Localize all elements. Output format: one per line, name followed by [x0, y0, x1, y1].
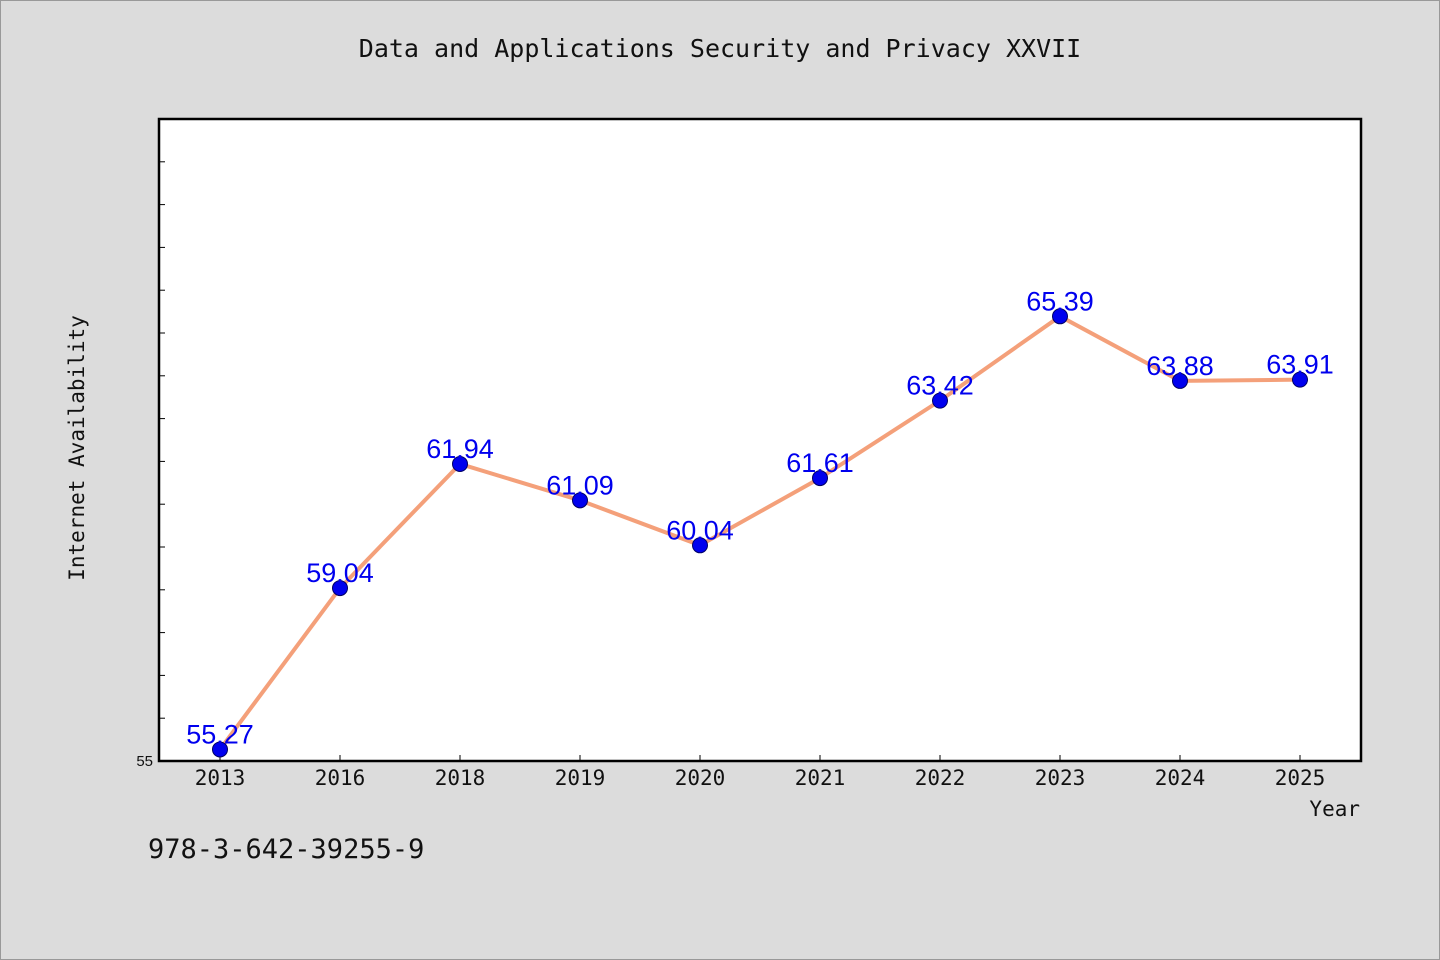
x-tick-label: 2016	[315, 766, 366, 790]
x-tick-label: 2022	[915, 766, 966, 790]
data-label: 61.61	[786, 448, 854, 478]
x-tick-label: 2018	[435, 766, 486, 790]
data-point	[572, 492, 588, 509]
data-point	[1292, 371, 1308, 388]
data-point	[212, 741, 228, 758]
data-label: 61.94	[426, 434, 494, 464]
y-axis-label: Internet Availability	[65, 315, 89, 581]
data-label: 65.39	[1026, 286, 1094, 316]
data-point	[1052, 308, 1068, 325]
y-tick-label: 55	[136, 753, 153, 770]
x-tick-label: 2019	[555, 766, 606, 790]
data-label: 63.42	[906, 371, 974, 401]
x-tick-label: 2025	[1275, 766, 1326, 790]
x-tick-label: 2020	[675, 766, 726, 790]
data-point	[932, 392, 948, 409]
data-label: 61.09	[546, 470, 614, 500]
x-tick-label: 2013	[195, 766, 246, 790]
x-tick-label: 2021	[795, 766, 846, 790]
data-label: 60.04	[666, 515, 734, 545]
data-point	[1172, 372, 1188, 389]
data-point	[812, 470, 828, 487]
data-label: 55.27	[186, 719, 254, 749]
data-label: 63.88	[1146, 351, 1214, 381]
data-label: 59.04	[306, 558, 374, 588]
x-axis-ticks: 2013 2016 2018 2019 2020 2021 2022 2023 2024 2025	[195, 755, 1326, 790]
x-axis-label: Year	[1309, 797, 1360, 821]
y-axis-ticks: 55	[136, 118, 165, 770]
data-point	[452, 455, 468, 472]
chart-title: Data and Applications Security and Priva…	[358, 34, 1082, 63]
data-label: 63.91	[1266, 350, 1334, 380]
x-tick-label: 2024	[1155, 766, 1206, 790]
series-line	[218, 314, 1301, 751]
plot-area	[157, 117, 1363, 763]
data-labels: 55.27 59.04 61.94 61.09 60.04 61.61 63.42 65.39…	[186, 286, 1334, 749]
series-markers	[212, 308, 1308, 758]
x-tick-label: 2023	[1035, 766, 1086, 790]
data-point	[332, 580, 348, 597]
footer-code: 978-3-642-39255-9	[148, 834, 425, 865]
data-point	[692, 537, 708, 554]
